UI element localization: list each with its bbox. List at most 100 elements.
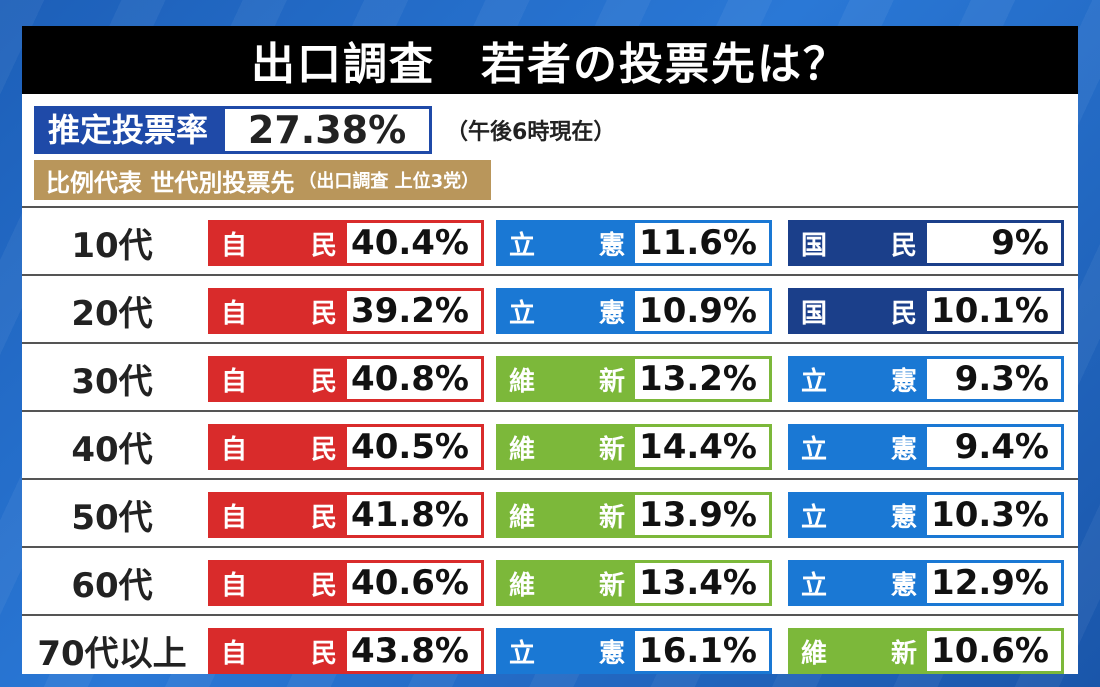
table-row: 50代 自民 41.8% 維新 13.9% 立憲 10.3% (22, 478, 1078, 548)
party-name: 自民 (211, 223, 347, 263)
party-name: 自民 (211, 563, 347, 603)
age-group-label: 40代 (71, 429, 153, 470)
party-result-dpp: 国民 10.1% (788, 288, 1064, 334)
party-result-ldp: 自民 40.4% (208, 220, 484, 266)
party-name-char: 民 (310, 570, 337, 601)
party-name: 自民 (211, 291, 347, 331)
table-row: 60代自民 40.6% 維新 13.4% 立憲 12.9% (22, 546, 1078, 616)
party-name-char: 自 (221, 570, 248, 601)
age-group-label: 20代 (71, 293, 153, 334)
party-name: 立憲 (791, 495, 927, 535)
party-name-char: 民 (310, 638, 337, 669)
turnout-label: 推定投票率 (34, 106, 223, 154)
party-result-cdp: 立憲 12.9% (788, 560, 1064, 606)
age-group-label: 50代 (71, 497, 153, 538)
turnout-value: 27.38% (222, 106, 433, 154)
party-name-char: 憲 (890, 502, 917, 533)
party-result-ishin: 維新 13.4% (496, 560, 772, 606)
vote-share-value: 13.9% (635, 495, 769, 535)
vote-share-value: 41.8% (347, 495, 481, 535)
party-result-ldp: 自民 41.8% (208, 492, 484, 538)
vote-share-value: 9% (927, 223, 1061, 263)
party-name: 立憲 (791, 359, 927, 399)
age-group-label: 60代 (71, 565, 153, 606)
party-name: 立憲 (791, 563, 927, 603)
title-bar: 出口調査 若者の投票先は？ (22, 26, 1078, 94)
party-result-ishin: 維新 10.6% (788, 628, 1064, 674)
party-result-ishin: 維新 13.9% (496, 492, 772, 538)
party-result-ldp: 自 民 40.5% (208, 424, 484, 470)
party-name-char: 民 (310, 366, 337, 397)
vote-share-value: 13.4% (635, 563, 769, 603)
age-group-label: 70代以上 (37, 633, 187, 674)
party-name-char: 民 (310, 502, 337, 533)
party-name: 立憲 (499, 223, 635, 263)
party-name: 自民 (211, 495, 347, 535)
party-name-char: 新 (890, 638, 917, 669)
party-name-char: 立 (801, 570, 828, 601)
party-name-char: 維 (801, 638, 828, 669)
vote-share-value: 40.8% (347, 359, 481, 399)
vote-share-value: 11.6% (635, 223, 769, 263)
subtitle-note: （出口調査 上位3党） (298, 171, 480, 192)
age-group-label: 10代 (71, 225, 153, 266)
vote-share-value: 12.9% (927, 563, 1061, 603)
table-row: 20代自民 39.2% 立憲 10.9% 国民 10.1% (22, 274, 1078, 344)
party-name-char: 民 (890, 230, 917, 261)
vote-share-value: 40.4% (347, 223, 481, 263)
party-name-char: 民 (890, 298, 917, 329)
vote-share-value: 14.4% (635, 427, 769, 467)
page-title: 出口調査 若者の投票先は？ (251, 39, 849, 90)
table-row: 70代以上自民 43.8% 立憲 16.1% 維新 10.6% (22, 614, 1078, 684)
vote-share-value: 10.1% (927, 291, 1061, 331)
party-result-ishin: 維新 13.2% (496, 356, 772, 402)
vote-share-value: 9.4% (927, 427, 1061, 467)
party-name-char: 国 (801, 298, 828, 329)
turnout-note: （午後6時現在） (446, 120, 616, 145)
subtitle-band: 比例代表 世代別投票先 （出口調査 上位3党） (34, 160, 492, 200)
party-name-char: 新 (598, 366, 625, 397)
party-name-char: 維 (509, 434, 536, 465)
party-result-ishin: 維新 14.4% (496, 424, 772, 470)
party-name-char: 立 (509, 230, 536, 261)
party-result-dpp: 国民 9% (788, 220, 1064, 266)
table-row: 10代自民 40.4% 立憲 11.6% 国民 9% (22, 206, 1078, 276)
party-name-char: 自 (221, 366, 248, 397)
party-name-char: 維 (509, 502, 536, 533)
vote-share-value: 39.2% (347, 291, 481, 331)
party-name-char: 自 (221, 434, 248, 465)
turnout-box: 推定投票率 27.38% （午後6時現在） (34, 106, 615, 154)
party-result-cdp: 立憲 16.1% (496, 628, 772, 674)
party-result-cdp: 立憲 11.6% (496, 220, 772, 266)
party-name-char: 維 (509, 366, 536, 397)
party-name-char: 憲 (598, 638, 625, 669)
party-name-char: 立 (509, 298, 536, 329)
party-name: 自民 (211, 631, 347, 671)
party-name-char: 憲 (890, 366, 917, 397)
party-name: 国民 (791, 291, 927, 331)
vote-share-value: 13.2% (635, 359, 769, 399)
party-name-char: 国 (801, 230, 828, 261)
party-result-ldp: 自民 40.6% (208, 560, 484, 606)
vote-share-value: 40.5% (347, 427, 481, 467)
subtitle-main: 比例代表 世代別投票先 (46, 168, 295, 197)
party-name-char: 憲 (890, 434, 917, 465)
vote-share-value: 40.6% (347, 563, 481, 603)
party-result-cdp: 立憲 10.9% (496, 288, 772, 334)
vote-share-value: 43.8% (347, 631, 481, 671)
party-name-char: 民 (310, 230, 337, 261)
party-name: 維新 (499, 359, 635, 399)
party-name-char: 民 (310, 298, 337, 329)
party-name-char: 立 (801, 366, 828, 397)
age-group-label: 30代 (71, 361, 153, 402)
party-name: 立憲 (499, 291, 635, 331)
party-name: 国民 (791, 223, 927, 263)
party-result-ldp: 自民 43.8% (208, 628, 484, 674)
party-name-char: 民 (310, 434, 337, 465)
party-name-char: 自 (221, 298, 248, 329)
vote-share-value: 10.9% (635, 291, 769, 331)
party-name-char: 維 (509, 570, 536, 601)
table-row: 30代自民 40.8% 維新 13.2% 立憲 9.3% (22, 342, 1078, 412)
results-panel: 推定投票率 27.38% （午後6時現在） 比例代表 世代別投票先 （出口調査 … (22, 94, 1078, 674)
party-result-cdp: 立憲 10.3% (788, 492, 1064, 538)
